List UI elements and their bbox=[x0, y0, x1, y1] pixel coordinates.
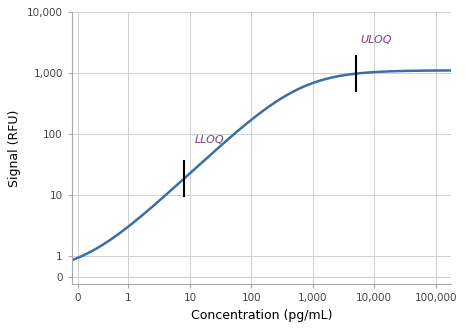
Text: LLOQ: LLOQ bbox=[195, 136, 225, 146]
Text: ULOQ: ULOQ bbox=[361, 35, 392, 45]
X-axis label: Concentration (pg/mL): Concentration (pg/mL) bbox=[191, 309, 332, 322]
Y-axis label: Signal (RFU): Signal (RFU) bbox=[8, 110, 21, 187]
